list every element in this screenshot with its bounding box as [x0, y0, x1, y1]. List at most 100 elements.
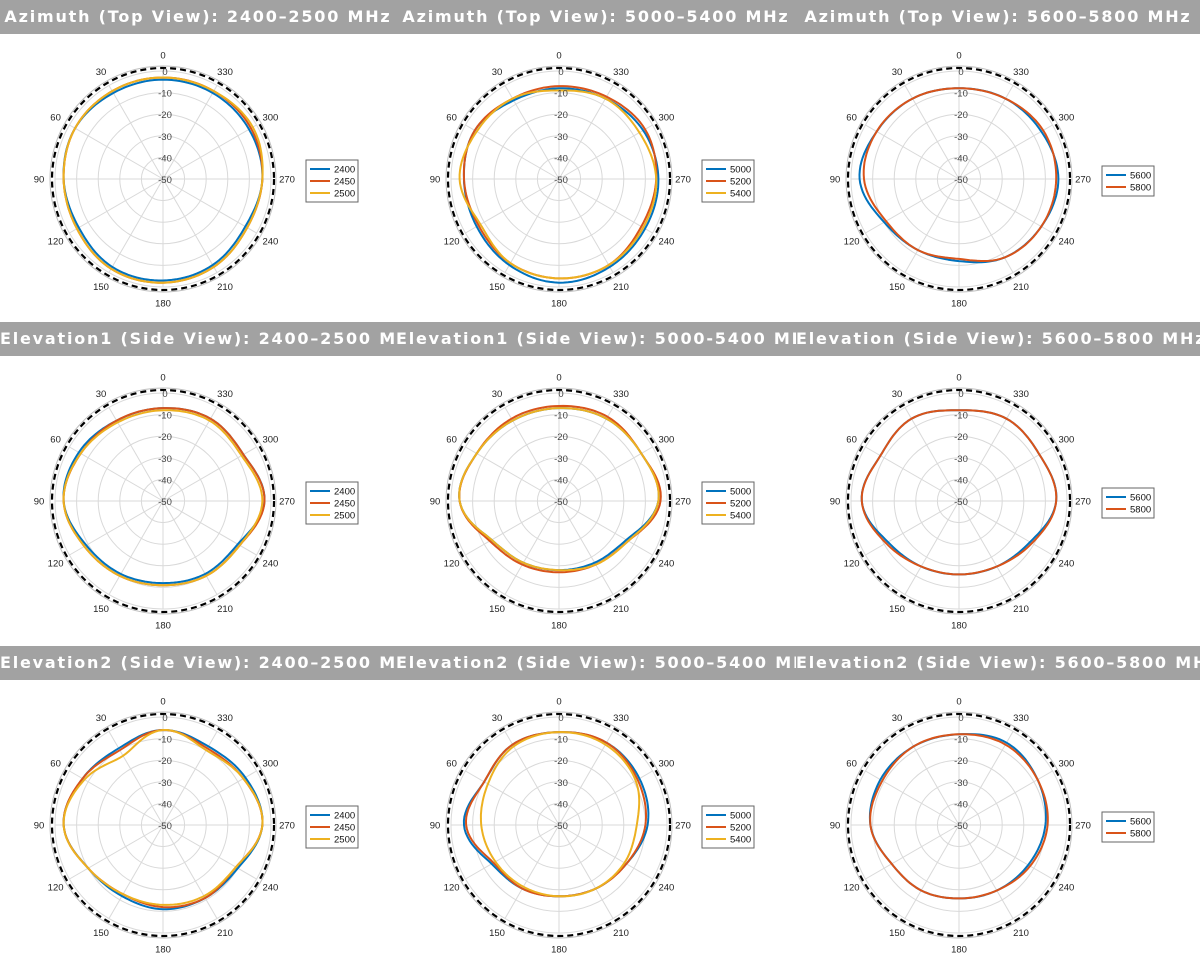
series-group [458, 404, 662, 574]
grid-spoke [958, 124, 1053, 180]
series-group [62, 407, 266, 587]
grid-spoke [108, 407, 164, 502]
angle-tick-label: 0 [956, 697, 961, 708]
angle-tick-label: 180 [551, 621, 567, 632]
angle-tick-label: 180 [551, 299, 567, 310]
angle-tick-label: 210 [217, 604, 233, 615]
grid-spoke [162, 407, 218, 502]
angle-tick-label: 120 [844, 883, 860, 894]
angle-tick-label: 240 [262, 883, 278, 894]
grid-spoke [69, 178, 164, 234]
angle-tick-label: 240 [262, 237, 278, 248]
legend-box [701, 805, 755, 849]
angle-tick-label: 30 [492, 67, 503, 78]
angle-tick-label: 240 [1058, 883, 1074, 894]
series-line-2500 [62, 729, 264, 906]
angle-tick-label: 60 [846, 759, 857, 770]
angle-tick-label: 270 [279, 821, 295, 832]
angle-tick-label: 30 [96, 389, 107, 400]
chart-panel: Elevation (Side View): 5600–5800 MHz 0 30… [796, 322, 1200, 646]
angle-tick-label: 150 [489, 928, 505, 939]
grid-spoke [69, 446, 164, 502]
grid-spoke [865, 178, 960, 234]
polar-plot: 0 30 60 90 120 150 180 210 240 270 300 330 0 -10 -20 -3… [430, 697, 755, 956]
angle-tick-label: 0 [956, 373, 961, 384]
radial-tick-label: -20 [554, 110, 568, 121]
angle-tick-label: 270 [675, 497, 691, 508]
legend-label: 5800 [1130, 505, 1151, 516]
polar-plot: 0 30 60 90 120 150 180 210 240 270 300 330 0 -10 -20 -3… [430, 51, 755, 310]
angle-tick-label: 180 [951, 945, 967, 956]
angle-tick-label: 330 [613, 67, 629, 78]
grid-spoke [958, 731, 1014, 826]
grid-spoke [162, 85, 218, 180]
angle-tick-label: 330 [217, 389, 233, 400]
chart-panel: Elevation1 (Side View): 2400–2500 MHz 0 3… [0, 322, 396, 646]
legend-box [1101, 811, 1155, 843]
angle-tick-label: 210 [1013, 282, 1029, 293]
angle-tick-label: 150 [489, 604, 505, 615]
radial-tick-label: -50 [554, 821, 568, 832]
polar-plot: 0 30 60 90 120 150 180 210 240 270 300 330 0 -10 -20 -3… [34, 697, 359, 956]
angle-tick-label: 300 [658, 759, 674, 770]
radial-tick-label: -50 [554, 175, 568, 186]
series-line-5400 [458, 89, 658, 280]
radial-tick-label: -10 [954, 411, 968, 422]
angle-tick-label: 30 [892, 713, 903, 724]
angle-tick-label: 0 [956, 51, 961, 62]
grid-spoke [504, 731, 560, 826]
angle-tick-label: 120 [48, 237, 64, 248]
angle-tick-label: 60 [446, 113, 457, 124]
grid-spoke [162, 124, 257, 180]
radial-tick-label: 0 [162, 389, 167, 400]
angle-tick-label: 120 [844, 559, 860, 570]
radial-tick-label: -40 [954, 153, 968, 164]
series-line-5800 [860, 409, 1058, 576]
series-group [868, 733, 1049, 900]
polar-plot: 0 30 60 90 120 150 180 210 240 270 300 330 0 -10 -20 -3… [830, 697, 1155, 956]
angle-tick-label: 330 [613, 389, 629, 400]
legend-label: 2500 [334, 511, 355, 522]
legend-label: 5200 [730, 177, 751, 188]
polar-plot: 0 30 60 90 120 150 180 210 240 270 300 330 0 -10 -20 -3… [34, 373, 359, 632]
angle-tick-label: 150 [489, 282, 505, 293]
grid-spoke [69, 824, 164, 880]
grid-spoke [108, 500, 164, 595]
angle-tick-label: 30 [492, 713, 503, 724]
angle-tick-label: 90 [430, 497, 441, 508]
grid-spoke [904, 824, 960, 919]
angle-tick-label: 210 [613, 604, 629, 615]
grid-spoke [558, 446, 653, 502]
legend-label: 5800 [1130, 183, 1151, 194]
series-line-5200 [458, 404, 662, 574]
angle-tick-label: 330 [217, 713, 233, 724]
grid-spoke [958, 446, 1053, 502]
angle-tick-label: 330 [613, 713, 629, 724]
angle-tick-label: 90 [430, 821, 441, 832]
angle-tick-label: 180 [951, 621, 967, 632]
radial-tick-label: -20 [554, 756, 568, 767]
legend-label: 2400 [334, 165, 355, 176]
reference-circle [50, 388, 276, 614]
reference-circle [846, 66, 1072, 292]
reference-circle [50, 712, 276, 938]
angle-tick-label: 330 [217, 67, 233, 78]
angle-tick-label: 240 [658, 883, 674, 894]
angle-tick-label: 300 [658, 435, 674, 446]
radial-tick-label: -20 [158, 756, 172, 767]
chart-panel: Azimuth (Top View): 2400–2500 MHz 0 30 60 9… [0, 0, 396, 322]
angle-tick-label: 180 [155, 945, 171, 956]
radial-tick-label: -30 [554, 778, 568, 789]
radial-tick-label: 0 [162, 713, 167, 724]
angle-tick-label: 90 [830, 497, 841, 508]
angle-tick-label: 150 [889, 604, 905, 615]
series-line-5800 [869, 733, 1049, 900]
legend-label: 2500 [334, 835, 355, 846]
polar-axis-circle [445, 387, 673, 615]
angle-tick-label: 210 [217, 282, 233, 293]
polar-axis-circle [445, 65, 673, 293]
grid-spoke [108, 824, 164, 919]
